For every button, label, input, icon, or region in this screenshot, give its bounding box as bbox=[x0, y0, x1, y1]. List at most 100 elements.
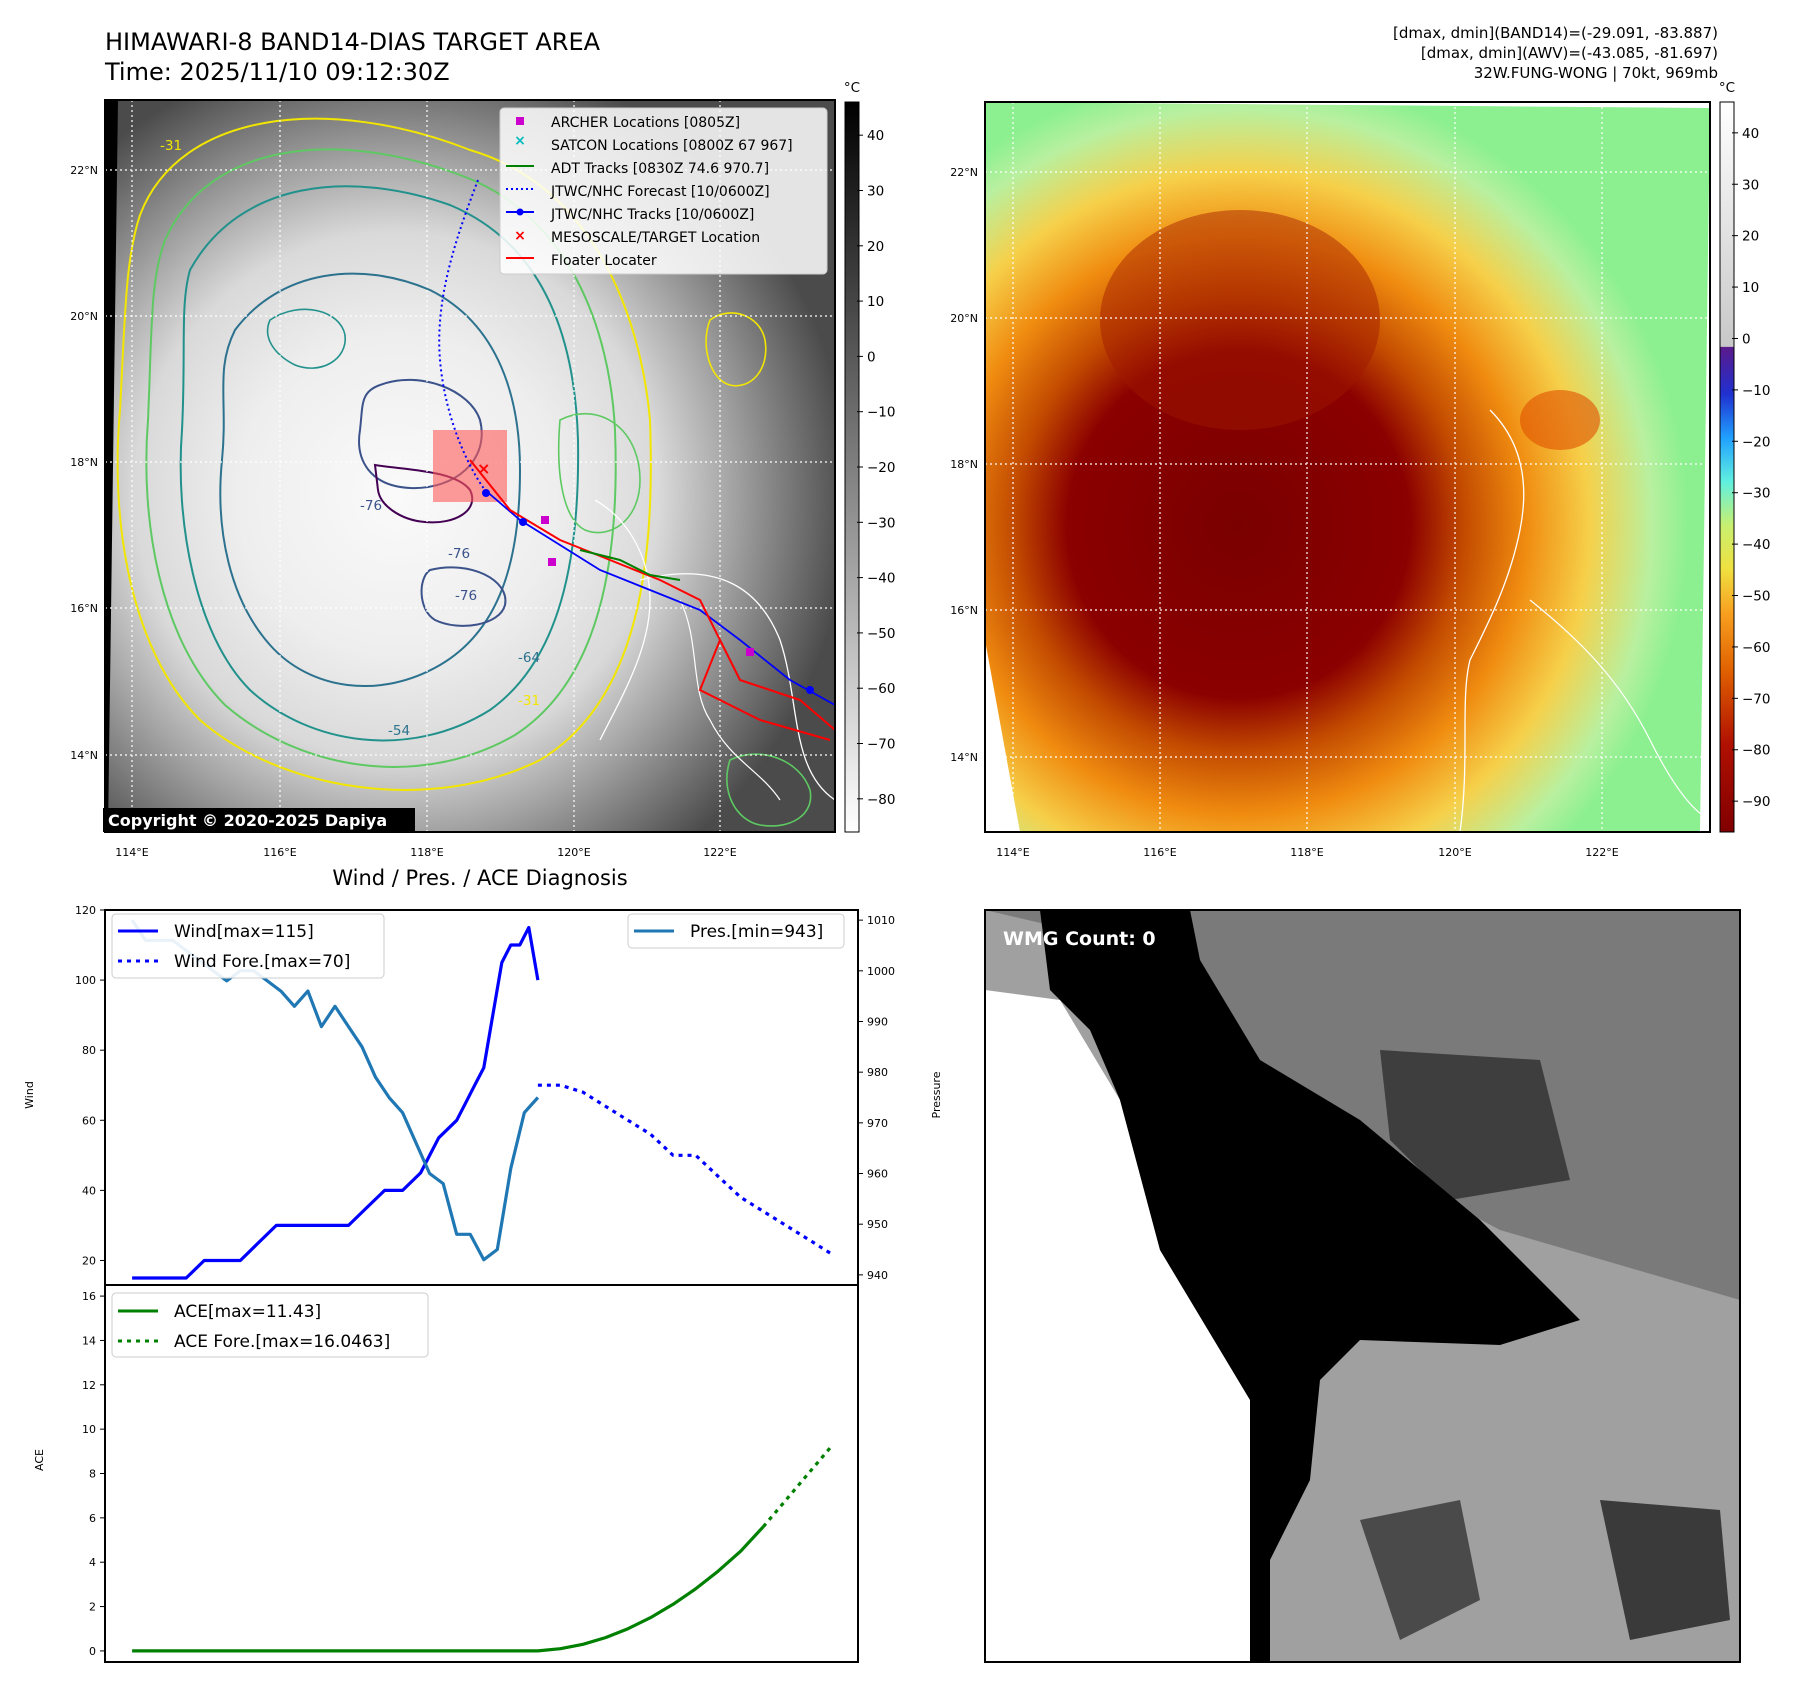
legend-ace: ACE[max=11.43] bbox=[174, 1302, 321, 1322]
info-awv-range: [dmax, dmin](AWV)=(-43.085, -81.697) bbox=[1421, 44, 1718, 62]
lon-label: 122°E bbox=[703, 846, 736, 859]
cloudtop-map-panel: 114°E 116°E 118°E 120°E 122°E 22°N 20°N … bbox=[950, 101, 1711, 859]
svg-text:×: × bbox=[477, 459, 490, 478]
colorbar-tick-label: −30 bbox=[1742, 486, 1771, 502]
y-tick-label: 40 bbox=[82, 1184, 96, 1197]
y2-tick-label: 970 bbox=[867, 1117, 888, 1130]
legend-pressure: Pres.[min=943] bbox=[690, 922, 823, 942]
colorbar-tick-label: −60 bbox=[867, 681, 896, 697]
contour-label: -31 bbox=[160, 138, 182, 154]
colorbar-tick-label: 10 bbox=[867, 294, 884, 310]
lon-label: 116°E bbox=[1143, 846, 1176, 859]
figure-time: Time: 2025/11/10 09:12:30Z bbox=[104, 58, 450, 86]
legend-archer: ARCHER Locations [0805Z] bbox=[551, 115, 740, 131]
colorbar-tick-label: 0 bbox=[1742, 331, 1751, 347]
contour-label: -64 bbox=[518, 650, 540, 666]
y-tick-label: 8 bbox=[89, 1468, 96, 1481]
lat-label: 22°N bbox=[70, 164, 98, 177]
y-tick-label: 80 bbox=[82, 1044, 96, 1057]
colorbar-tick-label: 30 bbox=[867, 183, 884, 199]
lat-label: 16°N bbox=[70, 602, 98, 615]
wind-axis-label: Wind bbox=[23, 1081, 36, 1109]
y-tick-label: 14 bbox=[82, 1334, 96, 1347]
legend-marker: × bbox=[514, 133, 526, 149]
ace-axis-label: ACE bbox=[33, 1449, 46, 1471]
lat-label: 18°N bbox=[70, 456, 98, 469]
colorbar-tick-label: −70 bbox=[1742, 691, 1771, 707]
cloudtop-image bbox=[985, 102, 1710, 832]
y2-tick-label: 1000 bbox=[867, 965, 895, 978]
colorbar-tick-label: −80 bbox=[867, 792, 896, 808]
contour-label: -76 bbox=[448, 546, 470, 562]
lat-label: 18°N bbox=[950, 458, 978, 471]
series-line-0 bbox=[132, 925, 540, 1280]
y2-tick-label: 990 bbox=[867, 1015, 888, 1028]
lat-label: 20°N bbox=[70, 310, 98, 323]
figure-title: HIMAWARI-8 BAND14-DIAS TARGET AREA bbox=[105, 28, 601, 56]
y-tick-label: 4 bbox=[89, 1556, 96, 1569]
copyright-box bbox=[103, 808, 415, 832]
legend-wind-forecast: Wind Fore.[max=70] bbox=[174, 952, 350, 972]
lon-label: 118°E bbox=[410, 846, 443, 859]
legend-marker: × bbox=[514, 228, 526, 244]
colorbar-unit: °C bbox=[844, 80, 860, 96]
ir-frame bbox=[104, 99, 836, 833]
cloudtop-gridlines bbox=[985, 102, 1710, 832]
legend-ace-forecast: ACE Fore.[max=16.0463] bbox=[174, 1332, 390, 1352]
legend-wind: Wind[max=115] bbox=[174, 922, 314, 942]
legend-jtwc-tracks: JTWC/NHC Tracks [10/0600Z] bbox=[550, 207, 754, 223]
y-tick-label: 100 bbox=[75, 974, 96, 987]
contour-label: -76 bbox=[360, 498, 382, 514]
legend-jtwc-forecast: JTWC/NHC Forecast [10/0600Z] bbox=[550, 184, 770, 200]
colorbar-tick-label: −80 bbox=[1742, 743, 1771, 759]
map-legend: × × ARCHER Locations [0805Z] SATCON Loca… bbox=[499, 107, 828, 275]
cloudtop-axis-labels: 114°E 116°E 118°E 120°E 122°E 22°N 20°N … bbox=[950, 166, 1619, 859]
ir-contours bbox=[116, 117, 835, 827]
lon-label: 120°E bbox=[1438, 846, 1471, 859]
colorbar-tick-label: −50 bbox=[867, 626, 896, 642]
colorbar-tick-label: −40 bbox=[1742, 537, 1771, 553]
info-storm: 32W.FUNG-WONG | 70kt, 969mb bbox=[1474, 64, 1718, 82]
legend-marker bbox=[516, 208, 524, 216]
pressure-axis-label: Pressure bbox=[930, 1071, 943, 1118]
lon-label: 114°E bbox=[996, 846, 1029, 859]
ir-image-edge bbox=[105, 100, 118, 832]
colorbar-right: °C 40 30 20 10 0 −10 −20 −30 −40 −50 −60 −70 −80 −90 bbox=[1719, 80, 1771, 833]
colorbar-tick-label: −50 bbox=[1742, 589, 1771, 605]
series-line-1 bbox=[762, 1445, 833, 1528]
y2-tick-label: 950 bbox=[867, 1218, 888, 1231]
y2-tick-label: 1010 bbox=[867, 914, 895, 927]
lon-label: 122°E bbox=[1585, 846, 1618, 859]
colorbar-tick-label: −40 bbox=[867, 571, 896, 587]
colorbar-tick-label: 30 bbox=[1742, 177, 1759, 193]
lat-label: 14°N bbox=[950, 751, 978, 764]
colorbar-tick-label: 0 bbox=[867, 349, 876, 365]
colorbar-tick-label: −20 bbox=[1742, 434, 1771, 450]
cloudtop-features bbox=[1100, 210, 1710, 832]
lat-label: 16°N bbox=[950, 604, 978, 617]
y-tick-label: 60 bbox=[82, 1114, 96, 1127]
y-tick-label: 2 bbox=[89, 1601, 96, 1614]
contour-label: -54 bbox=[388, 723, 410, 739]
y-tick-label: 0 bbox=[89, 1645, 96, 1658]
cloudtop-frame bbox=[984, 101, 1711, 833]
lat-label: 14°N bbox=[70, 749, 98, 762]
colorbar-tick-label: 20 bbox=[1742, 229, 1759, 245]
y2-tick-label: 980 bbox=[867, 1066, 888, 1079]
lat-label: 20°N bbox=[950, 312, 978, 325]
colorbar-tick-label: 40 bbox=[1742, 126, 1759, 142]
series-line-1 bbox=[537, 1083, 832, 1255]
colorbar-tick-label: −60 bbox=[1742, 640, 1771, 656]
colorbar-tick-label: 40 bbox=[867, 128, 884, 144]
lon-label: 118°E bbox=[1290, 846, 1323, 859]
wmg-count: WMG Count: 0 bbox=[1003, 928, 1156, 950]
colorbar-tick-label: −30 bbox=[867, 515, 896, 531]
colorbar-tick-label: 20 bbox=[867, 239, 884, 255]
wmg-frame bbox=[984, 909, 1741, 1663]
lon-label: 114°E bbox=[115, 846, 148, 859]
contour-label: -31 bbox=[518, 693, 540, 709]
ace-legend: ACE[max=11.43] ACE Fore.[max=16.0463] bbox=[111, 1292, 429, 1358]
ir-map-panel: × -76 -76 -76 -64 -54 -31 -31 × × ARCHER… bbox=[70, 99, 836, 859]
y-tick-label: 12 bbox=[82, 1379, 96, 1392]
pressure-legend: Pres.[min=943] bbox=[627, 913, 845, 949]
